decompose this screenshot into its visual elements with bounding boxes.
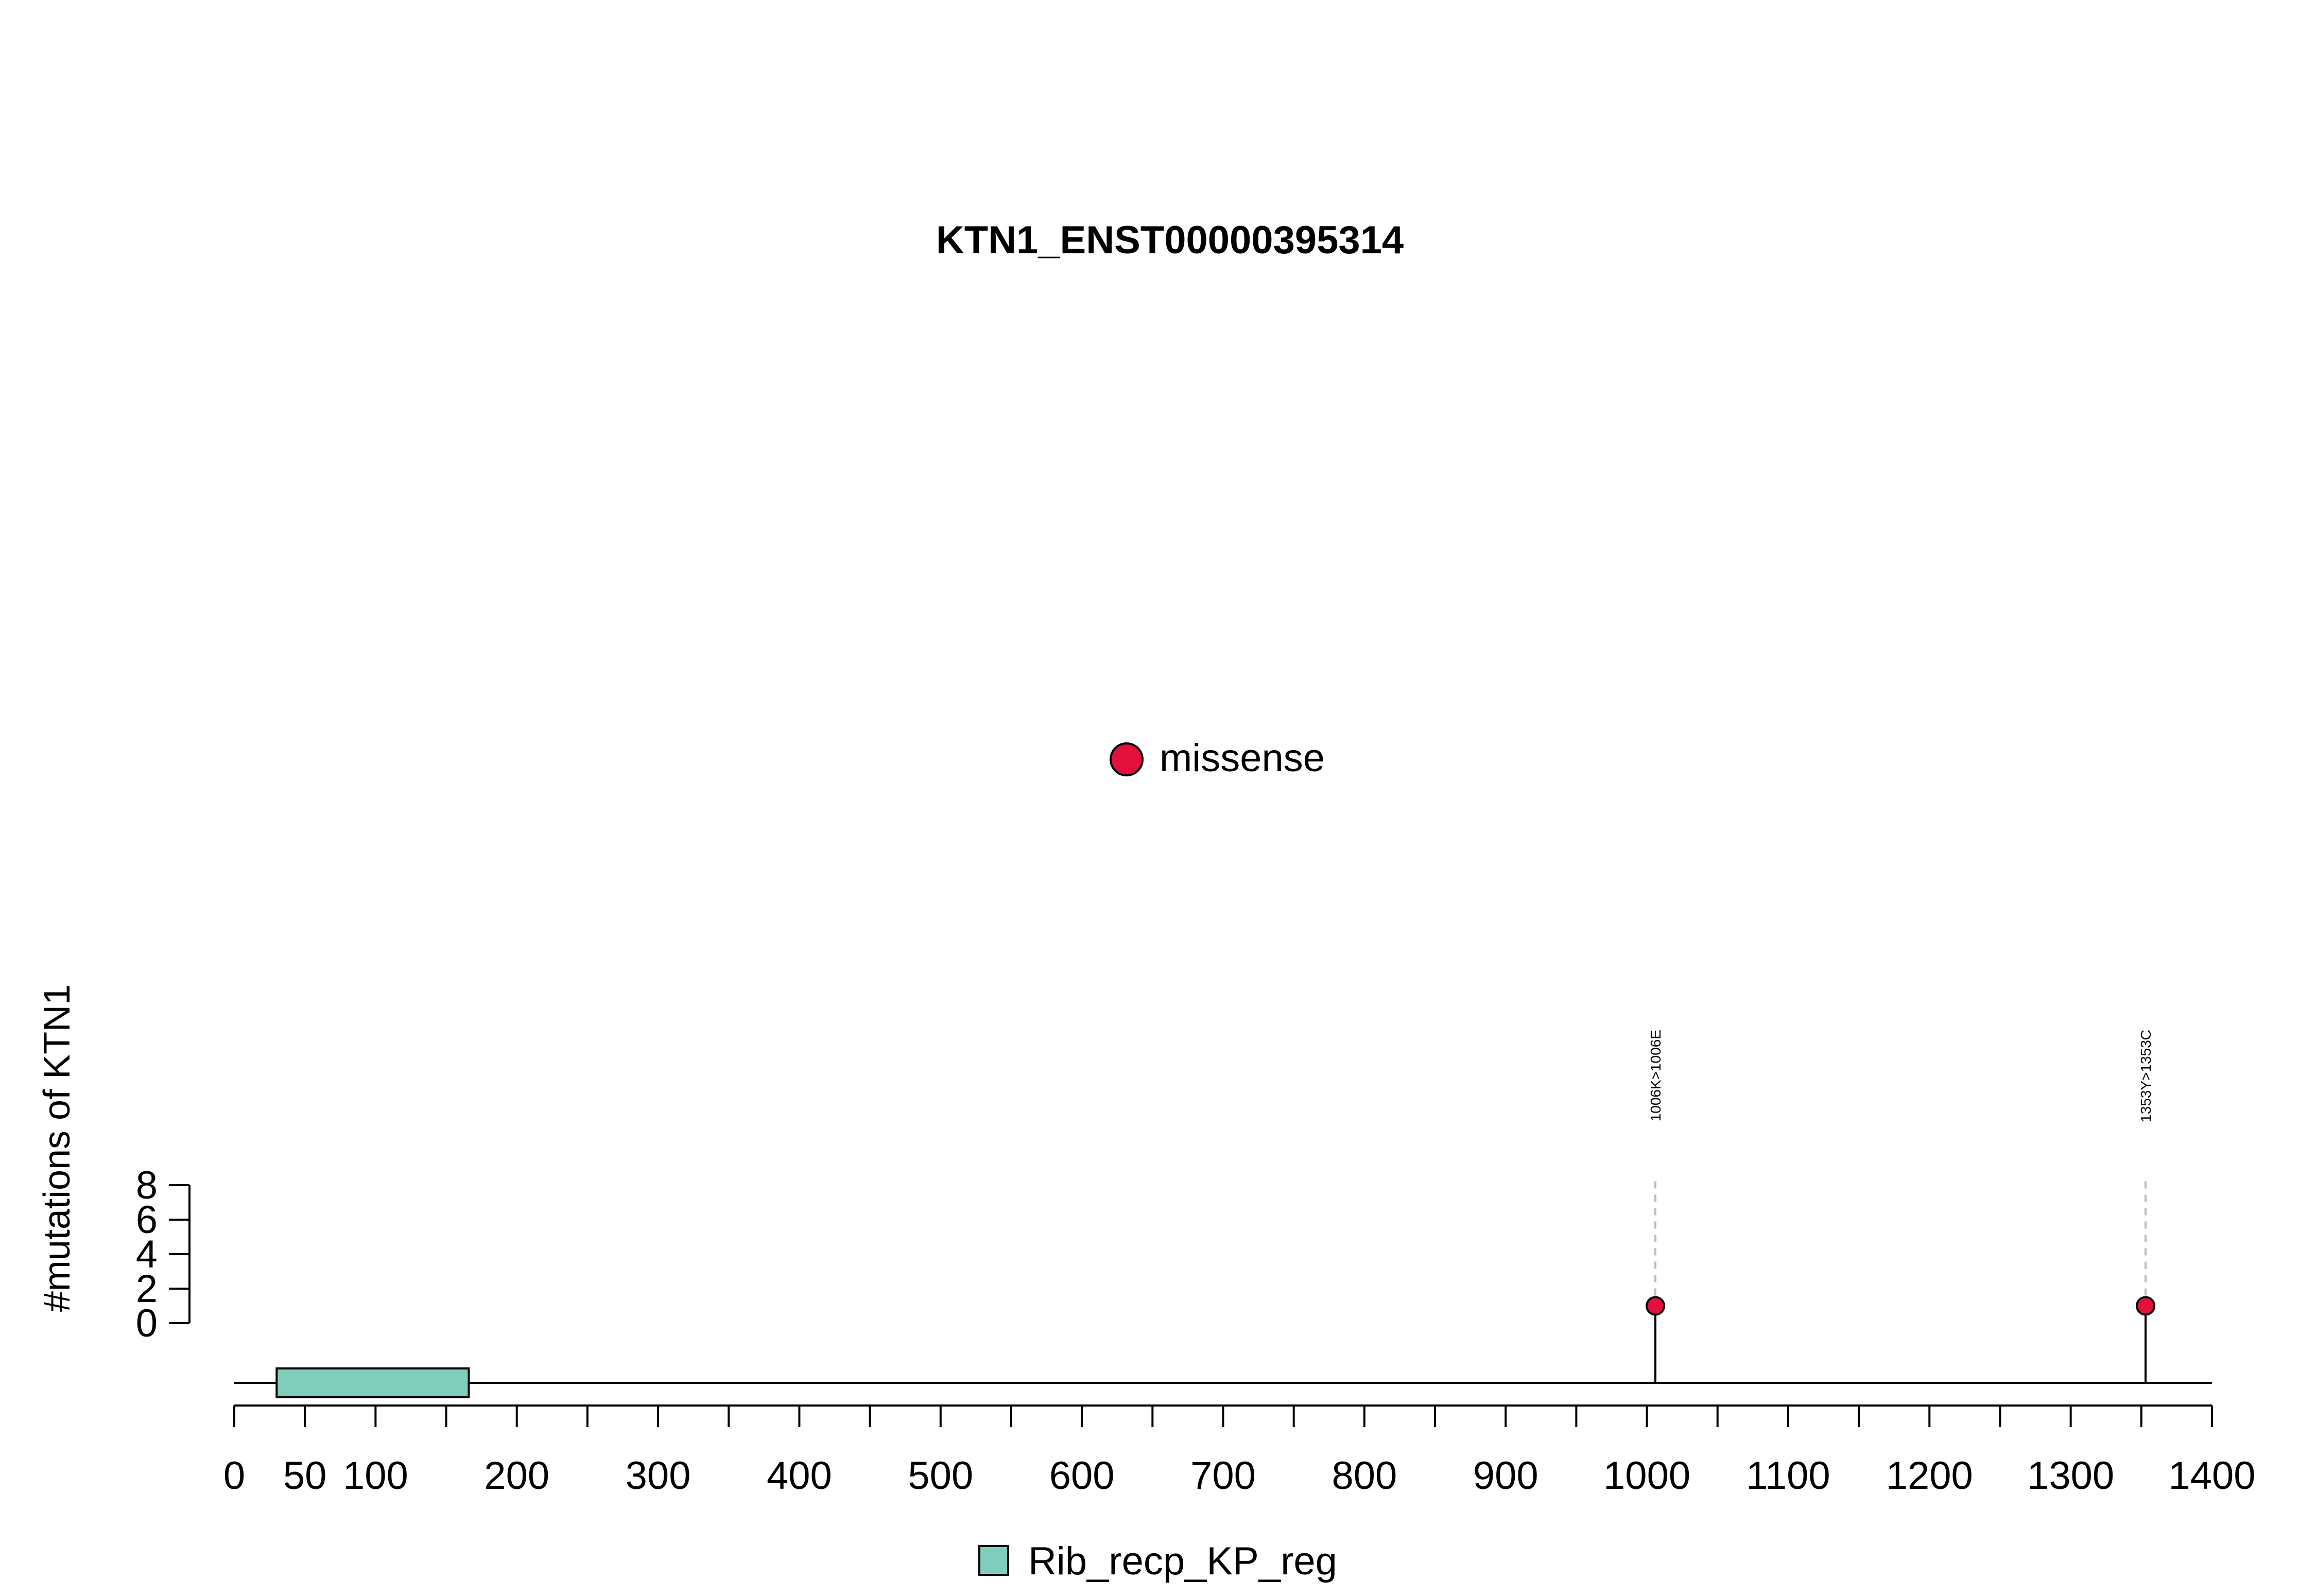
x-tick-label-800: 800 — [1332, 1454, 1397, 1498]
missense-legend-marker — [1110, 742, 1144, 776]
x-tick-label-1200: 1200 — [1886, 1454, 1973, 1498]
mutation-label-1: 1353Y>1353C — [2138, 1030, 2154, 1122]
y-tick-label-2: 2 — [136, 1267, 158, 1311]
y-axis-label: #mutations of KTN1 — [37, 984, 78, 1312]
y-tick-label-4: 4 — [136, 1233, 158, 1276]
x-axis: 0 50 100 200 300 400 500 600 700 800 900 1000 1100 12… — [223, 1404, 2256, 1498]
missense-legend-label: missense — [1160, 736, 1325, 780]
domain-legend-label: Rib_recp_KP_reg — [1028, 1539, 1337, 1583]
mutation-label-0: 1006K>1006E — [1648, 1030, 1664, 1121]
x-tick-label-900: 900 — [1473, 1454, 1538, 1498]
domain-track — [275, 1367, 470, 1398]
y-tick-label-8: 8 — [136, 1164, 158, 1207]
chart-title: KTN1_ENST00000395314 — [936, 218, 1404, 262]
x-tick-label-700: 700 — [1190, 1454, 1256, 1498]
x-tick-label-1400: 1400 — [2168, 1454, 2255, 1498]
x-tick-label-200: 200 — [484, 1454, 549, 1498]
lollipop-head-0 — [1646, 1296, 1666, 1316]
domain-legend-swatch — [978, 1545, 1009, 1576]
mutation-type-legend: missense — [1110, 736, 1325, 780]
y-tick-label-0: 0 — [136, 1302, 158, 1345]
lollipop-head-1 — [2136, 1296, 2156, 1316]
y-tick-label-6: 6 — [136, 1198, 158, 1242]
x-tick-label-400: 400 — [767, 1454, 832, 1498]
x-tick-label-500: 500 — [908, 1454, 973, 1498]
x-tick-label-600: 600 — [1049, 1454, 1115, 1498]
x-tick-label-0: 0 — [223, 1454, 245, 1498]
mutation-lollipops: 1006K>1006E 1353Y>1353C — [1646, 1030, 2156, 1383]
domain-0 — [275, 1367, 470, 1398]
x-tick-label-1300: 1300 — [2027, 1454, 2114, 1498]
x-tick-label-50: 50 — [283, 1454, 327, 1498]
x-tick-label-1000: 1000 — [1603, 1454, 1690, 1498]
x-tick-label-100: 100 — [343, 1454, 408, 1498]
x-tick-label-300: 300 — [626, 1454, 691, 1498]
x-tick-label-1100: 1100 — [1746, 1454, 1830, 1498]
domain-legend: Rib_recp_KP_reg — [978, 1539, 1337, 1583]
